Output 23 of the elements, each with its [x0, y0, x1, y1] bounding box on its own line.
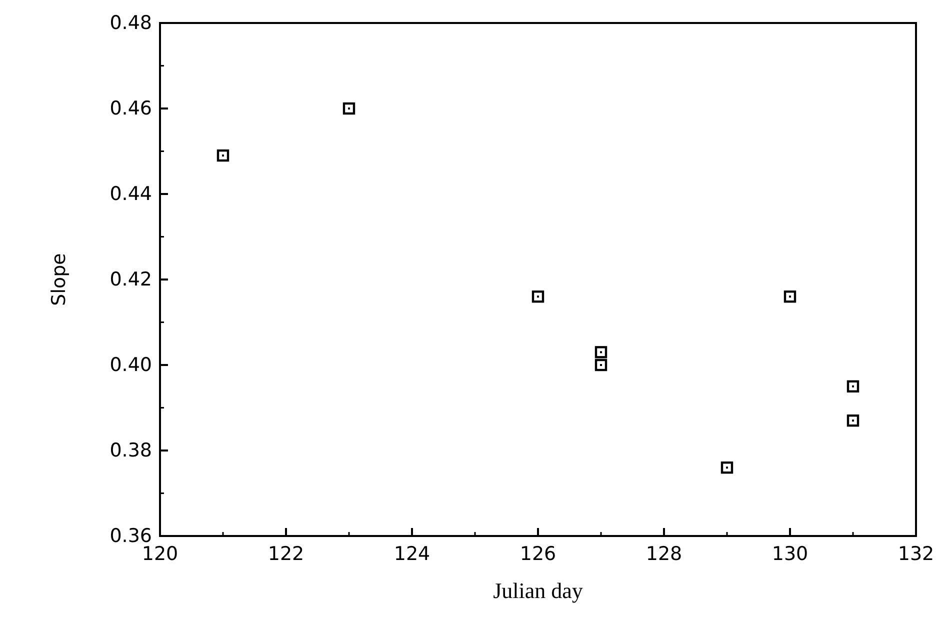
point [846, 380, 860, 392]
y-tick-label: 0.40 [110, 354, 152, 376]
point [720, 462, 734, 474]
point [784, 290, 796, 303]
point [594, 358, 608, 372]
point [216, 149, 230, 162]
y-tick-label: 0.44 [110, 183, 152, 205]
x-tick-label: 128 [646, 543, 682, 565]
x-tick-label: 122 [268, 543, 304, 565]
y-tick-label: 0.48 [110, 12, 152, 34]
x-tick-label: 126 [520, 543, 556, 565]
y-tick-label: 0.42 [110, 268, 152, 290]
x-tick-label: 130 [772, 543, 808, 565]
point [342, 102, 356, 115]
x-tick-label: 132 [898, 543, 934, 565]
y-axis-title: Slope [48, 253, 70, 306]
point [594, 346, 608, 358]
x-tick-label: 124 [394, 543, 430, 565]
point [532, 290, 544, 303]
y-tick-label: 0.38 [110, 440, 152, 462]
y-tick-label: 0.46 [110, 98, 152, 120]
point [846, 414, 860, 427]
x-axis-title: Julian day [493, 578, 583, 603]
